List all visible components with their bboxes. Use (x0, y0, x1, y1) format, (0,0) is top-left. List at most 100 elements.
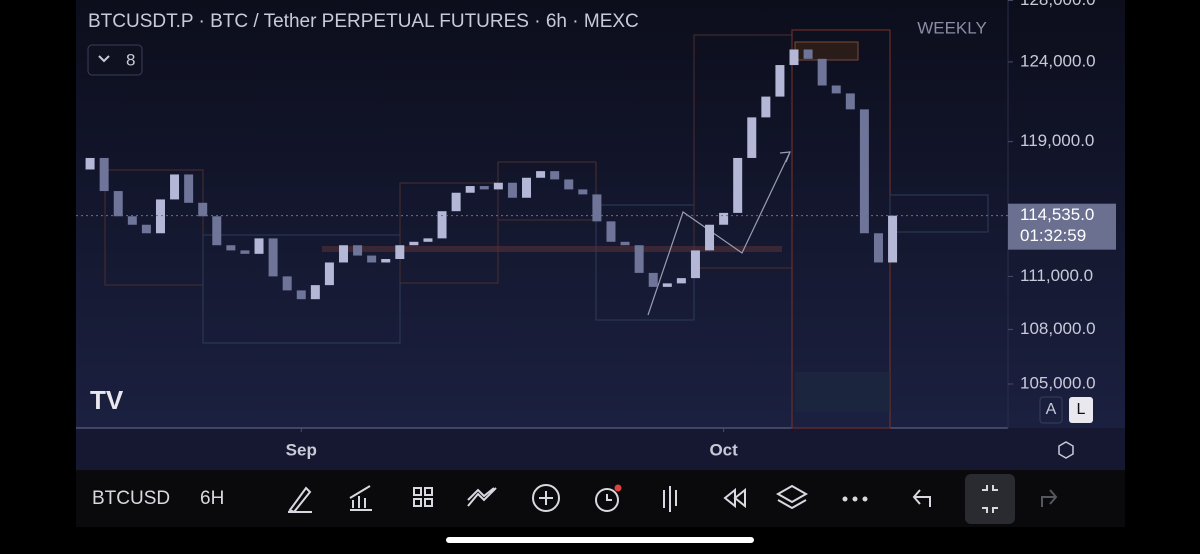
layers-icon[interactable] (775, 484, 809, 510)
indicators-icon[interactable] (349, 485, 372, 511)
candle (127, 216, 137, 225)
candle (423, 238, 433, 242)
candle (564, 179, 574, 190)
fullscreen-button[interactable] (965, 474, 1015, 524)
candle (733, 157, 743, 213)
candle (268, 238, 278, 277)
candle (676, 278, 686, 284)
candle (226, 245, 236, 251)
candle (592, 194, 602, 222)
arrow-head (779, 151, 791, 163)
x-tick-label: Oct (709, 440, 738, 459)
candle (212, 216, 222, 246)
range-box (399, 182, 499, 284)
candle (831, 85, 841, 94)
log-scale-button[interactable] (1069, 397, 1093, 423)
timeframe-badge: WEEKLY (917, 18, 987, 37)
last-price: 114,535.0 (1020, 205, 1094, 224)
chart-title: BTCUSDT.P · BTC / Tether PERPETUAL FUTUR… (88, 11, 639, 32)
toolbar-icons (288, 484, 1058, 514)
candle (775, 65, 785, 97)
settings-icon[interactable] (1058, 441, 1074, 459)
candles (85, 49, 898, 300)
home-indicator (446, 537, 754, 543)
candle (113, 191, 123, 217)
candle (254, 238, 264, 254)
candle (803, 49, 813, 59)
y-tick-label: 108,000.0 (1020, 319, 1096, 338)
alert-icon[interactable] (595, 488, 619, 512)
undo-icon[interactable] (912, 489, 931, 507)
toolbar-symbol[interactable]: BTCUSD (92, 488, 170, 509)
candle (859, 109, 869, 234)
candle (381, 259, 391, 263)
candle (296, 290, 306, 300)
log-scale-label: L (1077, 401, 1086, 418)
candle (817, 58, 827, 86)
candle (353, 245, 363, 256)
auto-scale-button[interactable] (1039, 396, 1063, 424)
y-tick-label: 111,000.0 (1020, 266, 1093, 285)
candle (141, 224, 151, 234)
toolbar-interval[interactable]: 6H (200, 488, 224, 509)
candle (170, 174, 180, 200)
chart-type-icon[interactable] (663, 486, 677, 512)
candle (465, 186, 475, 193)
candle (606, 221, 616, 242)
candle (155, 199, 165, 234)
candle (409, 241, 419, 246)
candle (451, 192, 461, 212)
chart-pane (76, 0, 1008, 428)
indicator-count: 8 (126, 50, 135, 69)
candle (536, 171, 546, 178)
y-tick-label: 128,000.0 (1020, 0, 1096, 9)
candle (747, 117, 757, 158)
indicator-toggle[interactable] (87, 44, 143, 76)
candle (85, 157, 95, 170)
candle (184, 174, 194, 203)
y-tick-label: 119,000.0 (1020, 131, 1094, 150)
layout-icon[interactable] (413, 487, 433, 507)
candle (888, 215, 898, 263)
range-box (202, 234, 401, 344)
draw-icon[interactable] (288, 486, 312, 514)
candle (240, 250, 250, 254)
tv-logo: TV (90, 385, 124, 415)
candle (845, 93, 855, 110)
countdown: 01:32:59 (1020, 226, 1086, 245)
candle (324, 262, 334, 286)
compare-icon[interactable] (467, 487, 497, 507)
y-tick-label: 105,000.0 (1020, 373, 1096, 392)
candle (873, 233, 883, 263)
y-tick-label: 124,000.0 (1020, 51, 1096, 70)
candle (479, 186, 489, 190)
candle (99, 157, 109, 192)
candle (338, 245, 348, 263)
candle (690, 250, 700, 279)
candle (395, 245, 405, 260)
candle (578, 189, 588, 195)
candle (705, 224, 715, 251)
candle (620, 241, 630, 246)
range-box (497, 161, 597, 221)
zone (795, 372, 890, 412)
fullscreen-icon (982, 485, 998, 513)
candle (282, 276, 292, 291)
candle (522, 177, 532, 198)
redo-icon[interactable] (1041, 489, 1058, 507)
auto-scale-label: A (1046, 401, 1057, 418)
candle (310, 285, 320, 300)
x-tick-label: Sep (286, 440, 317, 459)
replay-icon[interactable] (723, 487, 746, 509)
candle (437, 211, 447, 239)
candle (789, 49, 799, 66)
range-box (104, 169, 204, 286)
range-box (889, 194, 989, 233)
candle (507, 182, 517, 198)
add-icon[interactable] (532, 484, 560, 512)
candle (648, 272, 658, 287)
zone (322, 246, 782, 252)
more-icon[interactable] (842, 496, 868, 502)
candle (761, 96, 771, 118)
